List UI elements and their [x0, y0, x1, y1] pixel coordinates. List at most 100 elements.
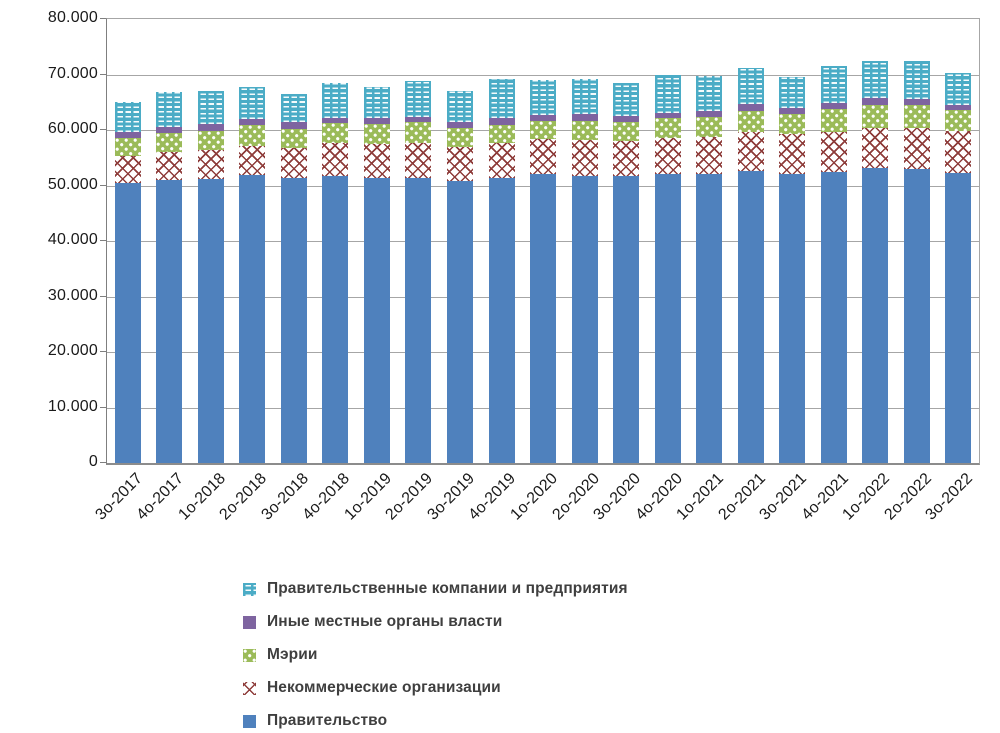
- bar-segment-gov: [530, 174, 557, 463]
- bar-segment-gov: [322, 175, 349, 463]
- stacked-bar: [903, 61, 930, 463]
- bar-segment-gov_companies: [114, 102, 141, 132]
- bar-group-3о-2017: [107, 19, 149, 463]
- bar-group-1о-2019: [356, 19, 398, 463]
- bar-segment-nko: [903, 127, 930, 169]
- bar-segment-other_local: [737, 104, 764, 112]
- bar-group-4о-2019: [481, 19, 523, 463]
- bar-segment-gov: [239, 174, 266, 463]
- bar-segment-gov: [447, 181, 474, 463]
- bar-segment-other_local: [197, 123, 224, 131]
- stacked-bar: [613, 83, 640, 463]
- legend-item-gov_companies: Правительственные компании и предприятия: [243, 580, 628, 597]
- bar-segment-gov: [405, 178, 432, 463]
- stacked-bar: [322, 82, 349, 463]
- bar-segment-mayors: [197, 130, 224, 150]
- bar-segment-gov_companies: [571, 78, 598, 115]
- bar-segment-gov: [862, 168, 889, 463]
- bar-segment-gov: [156, 179, 183, 463]
- bar-segment-nko: [862, 127, 889, 169]
- bar-segment-gov_companies: [488, 78, 515, 119]
- bar-segment-gov: [280, 178, 307, 463]
- bar-segment-gov_companies: [363, 87, 390, 119]
- y-axis-tick: [100, 240, 106, 241]
- bar-segment-mayors: [447, 128, 474, 147]
- bar-segment-mayors: [613, 121, 640, 141]
- bar-segment-other_local: [156, 127, 183, 134]
- y-tick-label: 40.000: [47, 231, 98, 248]
- bar-segment-gov_companies: [945, 73, 972, 105]
- legend-swatch-nko: [243, 681, 256, 695]
- stacked-bar: [654, 75, 681, 463]
- legend-swatch-gov_companies: [243, 582, 256, 596]
- bar-group-3о-2020: [605, 19, 647, 463]
- plot-area: [106, 18, 980, 465]
- legend-item-mayors: Мэрии: [243, 646, 628, 663]
- bar-segment-nko: [737, 131, 764, 171]
- bar-group-1о-2022: [855, 19, 897, 463]
- bar-segment-mayors: [571, 120, 598, 140]
- bar-segment-gov_companies: [654, 75, 681, 113]
- bar-segment-mayors: [280, 128, 307, 148]
- bar-segment-gov_companies: [613, 83, 640, 117]
- bars-layer: [107, 19, 979, 463]
- y-axis-tick: [100, 295, 106, 297]
- bar-segment-mayors: [903, 105, 930, 128]
- stacked-bar: [737, 67, 764, 463]
- bar-segment-mayors: [779, 113, 806, 135]
- stacked-bar: [488, 78, 515, 463]
- bar-group-3о-2021: [772, 19, 814, 463]
- y-axis-tick: [100, 184, 106, 186]
- bar-segment-nko: [613, 140, 640, 177]
- bar-segment-nko: [114, 156, 141, 184]
- legend-item-gov: Правительство: [243, 712, 628, 729]
- y-axis-tick: [100, 462, 106, 463]
- bar-group-4о-2017: [149, 19, 191, 463]
- y-axis-tick: [100, 73, 106, 75]
- bar-segment-nko: [280, 147, 307, 179]
- legend-swatch-gov: [243, 714, 256, 728]
- bar-segment-nko: [239, 145, 266, 175]
- bar-segment-nko: [945, 131, 972, 173]
- legend-swatch-mayors: [243, 648, 256, 662]
- bar-segment-gov_companies: [779, 76, 806, 109]
- bar-segment-gov_companies: [322, 82, 349, 118]
- stacked-bar: [945, 73, 972, 463]
- bar-segment-gov: [363, 177, 390, 463]
- stacked-bar: [779, 76, 806, 463]
- legend-label: Некоммерческие организации: [267, 679, 501, 696]
- stacked-bar: [530, 80, 557, 463]
- bar-segment-other_local: [654, 112, 681, 119]
- legend: Правительственные компании и предприятия…: [243, 580, 628, 733]
- bar-segment-gov: [779, 173, 806, 463]
- bar-segment-other_local: [114, 131, 141, 139]
- stacked-bar: [280, 93, 307, 463]
- y-tick-label: 50.000: [47, 175, 98, 193]
- bar-segment-gov: [696, 174, 723, 463]
- bar-segment-other_local: [447, 121, 474, 129]
- bar-group-4о-2018: [315, 19, 357, 463]
- y-tick-label: 10.000: [47, 397, 98, 415]
- bar-segment-mayors: [696, 117, 723, 137]
- bar-segment-mayors: [363, 124, 390, 145]
- bar-segment-gov_companies: [737, 67, 764, 105]
- bar-group-2о-2020: [564, 19, 606, 463]
- bar-segment-gov_companies: [280, 93, 307, 123]
- bar-segment-mayors: [322, 123, 349, 144]
- bar-segment-other_local: [280, 122, 307, 129]
- bar-group-3о-2018: [273, 19, 315, 463]
- legend-label: Иные местные органы власти: [267, 613, 503, 630]
- bar-segment-nko: [447, 146, 474, 182]
- bar-segment-other_local: [571, 114, 598, 121]
- legend-label: Мэрии: [267, 646, 318, 663]
- legend-item-other_local: Иные местные органы власти: [243, 613, 628, 630]
- bar-segment-nko: [696, 136, 723, 175]
- bar-segment-mayors: [156, 133, 183, 153]
- bar-segment-mayors: [530, 120, 557, 140]
- y-axis-tick: [100, 129, 106, 130]
- bar-segment-gov_companies: [696, 75, 723, 112]
- bar-segment-mayors: [945, 110, 972, 132]
- bar-segment-gov_companies: [903, 61, 930, 99]
- y-tick-label: 80.000: [47, 9, 98, 26]
